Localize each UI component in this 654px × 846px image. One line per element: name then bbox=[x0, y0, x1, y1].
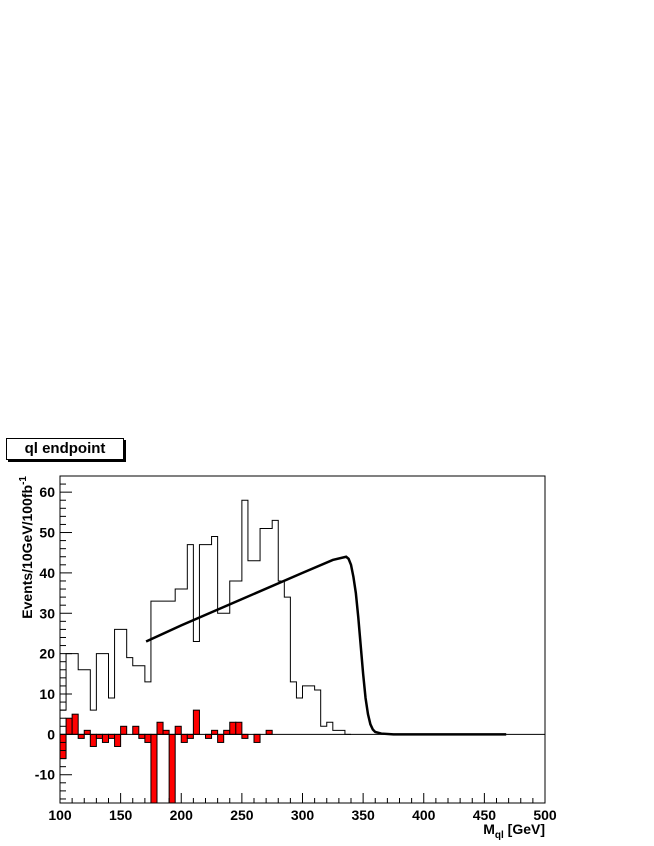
residual-bar bbox=[138, 733, 146, 739]
residual-bar bbox=[156, 721, 164, 735]
residual-bar bbox=[120, 725, 128, 735]
residual-bar bbox=[180, 733, 188, 743]
y-axis-title-sup: -1 bbox=[18, 476, 29, 485]
axes: 100 150 200 250 300 350 400 450 500 -10 0 10 20 30 40 5… bbox=[35, 475, 557, 823]
x-tick-label: 300 bbox=[291, 807, 315, 823]
x-axis-title: Mql [GeV] bbox=[483, 821, 545, 841]
residual-bar bbox=[89, 733, 97, 747]
residual-bar bbox=[101, 733, 109, 743]
residual-bar bbox=[229, 721, 237, 735]
x-axis-title-unit: [GeV] bbox=[504, 821, 545, 837]
x-tick-label: 450 bbox=[473, 807, 497, 823]
x-axis-title-sub: ql bbox=[495, 830, 504, 841]
residual-bar bbox=[253, 733, 261, 743]
plot-content bbox=[59, 499, 545, 804]
y-tick-label: 50 bbox=[39, 525, 55, 541]
x-tick-label: 350 bbox=[351, 807, 375, 823]
residual-bar bbox=[192, 709, 200, 735]
residual-bar bbox=[144, 733, 152, 743]
y-tick-label: 40 bbox=[39, 565, 55, 581]
y-tick-label: 20 bbox=[39, 646, 55, 662]
y-axis-title-main: Events/10GeV/100fb bbox=[19, 485, 35, 619]
residual-bar bbox=[162, 729, 170, 735]
x-tick-label: 400 bbox=[412, 807, 436, 823]
residual-bar bbox=[168, 733, 176, 804]
y-tick-label: 10 bbox=[39, 686, 55, 702]
y-axis-title: Events/10GeV/100fb-1 bbox=[18, 476, 35, 619]
y-tick-label: 60 bbox=[39, 484, 55, 500]
y-tick-label: 30 bbox=[39, 605, 55, 621]
residual-bar bbox=[114, 733, 122, 747]
y-tick-label: -10 bbox=[35, 767, 55, 783]
chart-title: ql endpoint bbox=[6, 438, 124, 460]
residual-bar bbox=[211, 729, 219, 735]
residual-bar bbox=[186, 733, 194, 739]
residual-bar bbox=[150, 733, 158, 804]
residual-bar bbox=[95, 733, 103, 739]
x-axis-title-main: M bbox=[483, 821, 495, 837]
x-tick-label: 250 bbox=[230, 807, 254, 823]
residual-bar bbox=[205, 733, 213, 739]
residual-bar bbox=[83, 729, 91, 735]
y-tick-label: 0 bbox=[47, 726, 55, 742]
residual-bar bbox=[65, 717, 73, 735]
fit-curve bbox=[145, 555, 507, 736]
residual-bar bbox=[217, 733, 225, 743]
residual-bar bbox=[59, 733, 67, 760]
x-tick-label: 100 bbox=[48, 807, 72, 823]
residual-bar bbox=[77, 733, 85, 739]
residual-bar bbox=[265, 729, 273, 735]
x-tick-label: 500 bbox=[533, 807, 557, 823]
residual-bar bbox=[71, 713, 79, 735]
residual-bar bbox=[132, 725, 140, 735]
plot-frame bbox=[59, 475, 546, 804]
residual-bar bbox=[241, 733, 249, 739]
x-tick-label: 200 bbox=[170, 807, 194, 823]
residual-bar bbox=[174, 725, 182, 735]
residual-bar bbox=[108, 733, 116, 739]
residual-bar bbox=[235, 721, 243, 735]
x-tick-label: 150 bbox=[109, 807, 133, 823]
residual-bar bbox=[223, 729, 231, 735]
data-histogram bbox=[60, 499, 351, 735]
